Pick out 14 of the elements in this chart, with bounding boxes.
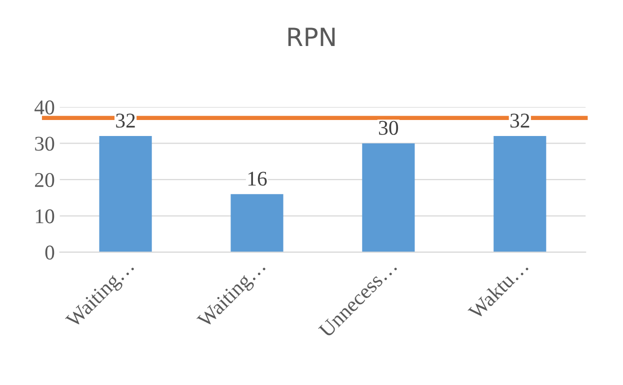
data-label: 32 xyxy=(116,114,135,128)
y-tick-label: 30 xyxy=(35,136,54,151)
y-tick-label: 10 xyxy=(36,209,54,224)
chart-title: RPN xyxy=(288,28,335,46)
y-tick-label: 0 xyxy=(45,246,54,260)
y-tick-label: 40 xyxy=(34,100,54,114)
bar xyxy=(494,136,546,252)
bar xyxy=(99,136,152,252)
y-tick-label: 20 xyxy=(35,172,54,188)
data-label: 30 xyxy=(379,120,398,135)
bar xyxy=(362,143,415,252)
data-label: 16 xyxy=(248,172,267,186)
bar xyxy=(230,194,284,252)
data-label: 32 xyxy=(510,114,530,128)
